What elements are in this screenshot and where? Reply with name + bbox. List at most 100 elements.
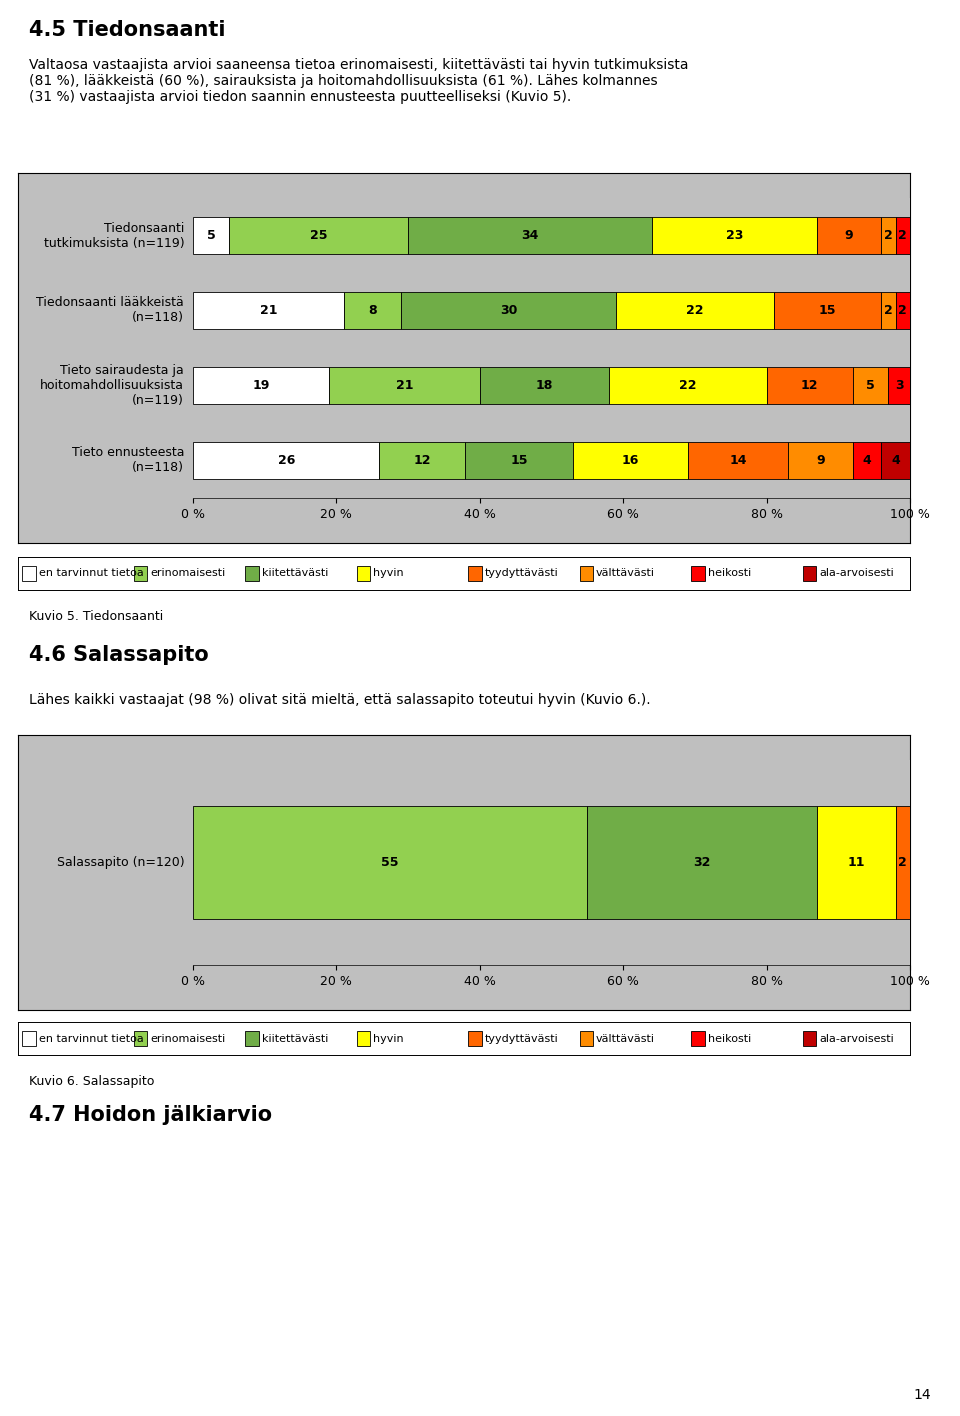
Bar xyxy=(788,442,852,479)
Text: 2: 2 xyxy=(899,857,907,869)
Text: välttävästi: välttävästi xyxy=(596,1034,655,1044)
Text: kiitettävästi: kiitettävästi xyxy=(261,1034,328,1044)
Text: kiitettävästi: kiitettävästi xyxy=(261,568,328,579)
Bar xyxy=(193,806,588,919)
Bar xyxy=(652,217,817,255)
Bar xyxy=(896,292,910,330)
Bar xyxy=(573,442,687,479)
Text: Tiedonsaanti
tutkimuksista (n=119): Tiedonsaanti tutkimuksista (n=119) xyxy=(43,221,184,249)
Bar xyxy=(468,1031,482,1046)
Text: 16: 16 xyxy=(622,455,639,467)
Bar xyxy=(22,566,36,581)
Bar xyxy=(896,217,910,255)
Text: 32: 32 xyxy=(693,857,710,869)
Text: 14: 14 xyxy=(914,1388,931,1402)
Text: 4.7 Hoidon jälkiarvio: 4.7 Hoidon jälkiarvio xyxy=(29,1104,272,1124)
Text: erinomaisesti: erinomaisesti xyxy=(150,568,226,579)
Text: 22: 22 xyxy=(679,379,697,392)
Bar xyxy=(616,292,774,330)
Bar xyxy=(357,1031,371,1046)
Bar xyxy=(228,217,408,255)
Text: Valtaosa vastaajista arvioi saaneensa tietoa erinomaisesti, kiitettävästi tai hy: Valtaosa vastaajista arvioi saaneensa ti… xyxy=(29,58,688,105)
Text: 5: 5 xyxy=(206,229,215,242)
Text: Salassapito (n=120): Salassapito (n=120) xyxy=(57,857,184,869)
Text: 11: 11 xyxy=(848,857,865,869)
Bar xyxy=(889,367,910,404)
Bar xyxy=(852,367,889,404)
Bar xyxy=(881,442,910,479)
Bar xyxy=(466,442,573,479)
Bar xyxy=(401,292,616,330)
Bar xyxy=(344,292,401,330)
Bar xyxy=(408,217,652,255)
Text: en tarvinnut tietoa: en tarvinnut tietoa xyxy=(38,568,143,579)
Text: 3: 3 xyxy=(895,379,903,392)
Bar xyxy=(480,367,609,404)
Text: 22: 22 xyxy=(686,304,704,317)
Text: 2: 2 xyxy=(884,229,893,242)
Text: 2: 2 xyxy=(884,304,893,317)
Text: Kuvio 5. Tiedonsaanti: Kuvio 5. Tiedonsaanti xyxy=(29,610,163,623)
Bar xyxy=(580,566,593,581)
Text: 30: 30 xyxy=(500,304,517,317)
Bar xyxy=(588,806,817,919)
Bar xyxy=(687,442,788,479)
Text: ala-arvoisesti: ala-arvoisesti xyxy=(819,1034,894,1044)
Bar xyxy=(329,367,480,404)
Text: välttävästi: välttävästi xyxy=(596,568,655,579)
Bar xyxy=(580,1031,593,1046)
Bar xyxy=(774,292,881,330)
Bar xyxy=(767,367,852,404)
Text: 19: 19 xyxy=(252,379,270,392)
Bar xyxy=(691,566,705,581)
Text: 4: 4 xyxy=(863,455,872,467)
Text: 9: 9 xyxy=(845,229,853,242)
Text: 4.5 Tiedonsaanti: 4.5 Tiedonsaanti xyxy=(29,20,226,40)
Text: erinomaisesti: erinomaisesti xyxy=(150,1034,226,1044)
Bar xyxy=(246,1031,259,1046)
Text: heikosti: heikosti xyxy=(708,1034,751,1044)
Bar xyxy=(468,566,482,581)
Bar xyxy=(357,566,371,581)
Text: Lähes kaikki vastaajat (98 %) olivat sitä mieltä, että salassapito toteutui hyvi: Lähes kaikki vastaajat (98 %) olivat sit… xyxy=(29,692,651,707)
Bar xyxy=(691,1031,705,1046)
Bar xyxy=(22,1031,36,1046)
Bar xyxy=(193,442,379,479)
Bar xyxy=(817,217,881,255)
Text: 5: 5 xyxy=(866,379,875,392)
Text: Tieto ennusteesta
(n=118): Tieto ennusteesta (n=118) xyxy=(72,446,184,474)
Bar xyxy=(379,442,466,479)
Bar xyxy=(134,566,147,581)
Text: 12: 12 xyxy=(801,379,818,392)
Text: 21: 21 xyxy=(396,379,413,392)
Text: en tarvinnut tietoa: en tarvinnut tietoa xyxy=(38,1034,143,1044)
Text: 8: 8 xyxy=(368,304,376,317)
Bar xyxy=(817,806,896,919)
Bar xyxy=(881,292,896,330)
Text: 23: 23 xyxy=(726,229,743,242)
Text: Tiedonsaanti lääkkeistä
(n=118): Tiedonsaanti lääkkeistä (n=118) xyxy=(36,296,184,324)
Text: tyydyttävästi: tyydyttävästi xyxy=(485,568,559,579)
Bar xyxy=(881,217,896,255)
Bar xyxy=(134,1031,147,1046)
Bar xyxy=(246,566,259,581)
Text: Tieto sairaudesta ja
hoitomahdollisuuksista
(n=119): Tieto sairaudesta ja hoitomahdollisuuksi… xyxy=(40,364,184,406)
Text: 4.6 Salassapito: 4.6 Salassapito xyxy=(29,646,208,666)
Text: 2: 2 xyxy=(899,304,907,317)
Text: hyvin: hyvin xyxy=(373,568,403,579)
Text: 4: 4 xyxy=(891,455,900,467)
Bar xyxy=(193,292,344,330)
Text: ala-arvoisesti: ala-arvoisesti xyxy=(819,568,894,579)
Bar xyxy=(803,1031,816,1046)
Text: tyydyttävästi: tyydyttävästi xyxy=(485,1034,559,1044)
Text: hyvin: hyvin xyxy=(373,1034,403,1044)
Text: 12: 12 xyxy=(414,455,431,467)
Text: 26: 26 xyxy=(277,455,295,467)
Bar xyxy=(852,442,881,479)
Text: 55: 55 xyxy=(381,857,399,869)
Bar xyxy=(193,367,329,404)
Text: Kuvio 6. Salassapito: Kuvio 6. Salassapito xyxy=(29,1075,155,1087)
Text: 14: 14 xyxy=(730,455,747,467)
Bar xyxy=(803,566,816,581)
Bar xyxy=(609,367,767,404)
